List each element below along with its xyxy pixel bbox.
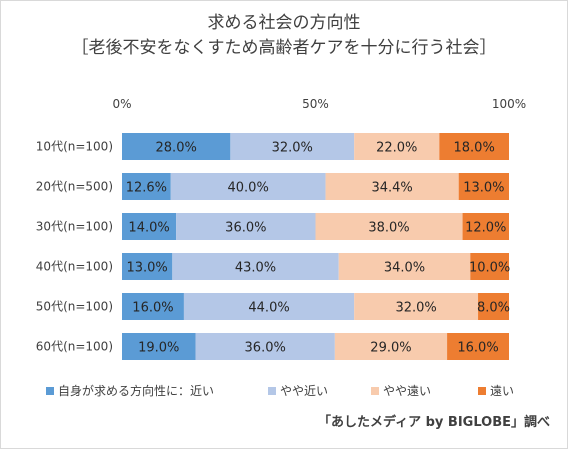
bar-segment <box>334 333 448 360</box>
chart-legend: 自身が求める方向性に：近い やや近い やや遠い 遠い <box>46 382 546 398</box>
data-label: 34.0% <box>384 261 425 276</box>
data-label: 36.0% <box>225 221 266 236</box>
bar-segment <box>122 253 173 280</box>
legend-swatch <box>46 386 54 395</box>
data-label: 28.0% <box>156 141 197 156</box>
bar-segment <box>470 253 509 280</box>
legend-item: 自身が求める方向性に：近い <box>46 382 214 399</box>
bar-segment <box>315 213 463 240</box>
data-label: 29.0% <box>370 341 411 356</box>
data-label: 38.0% <box>368 221 409 236</box>
bar-segment <box>195 333 335 360</box>
data-label: 16.0% <box>457 341 498 356</box>
category-label: 10代(n=100) <box>36 140 113 154</box>
data-label: 16.0% <box>132 301 173 316</box>
bar-segment <box>462 213 509 240</box>
source-note: 「あしたメディア by BIGLOBE」調べ <box>318 415 550 430</box>
bar-segment <box>354 293 479 320</box>
bar-segment <box>478 293 509 320</box>
category-label: 20代(n=500) <box>36 180 113 194</box>
data-label: 36.0% <box>245 341 286 356</box>
legend-item: やや遠い <box>371 382 431 399</box>
data-label: 13.0% <box>126 261 167 276</box>
bar-segment <box>458 173 509 200</box>
legend-label: 自身が求める方向性に：近い <box>58 384 215 398</box>
category-label: 30代(n=100) <box>36 220 113 234</box>
data-label: 32.0% <box>272 141 313 156</box>
bar-segment <box>170 173 326 200</box>
bar-segment <box>325 173 459 200</box>
legend-item: やや近い <box>268 382 328 399</box>
legend-swatch <box>371 386 379 395</box>
bar-segment <box>122 213 177 240</box>
category-label: 50代(n=100) <box>36 300 113 314</box>
data-label: 40.0% <box>228 181 269 196</box>
bar-segment <box>439 133 509 160</box>
data-label: 12.0% <box>465 221 506 236</box>
legend-label: 遠い <box>490 384 515 398</box>
chart-subtitle: ［老後不安をなくすため高齢者ケアを十分に行う社会］ <box>71 38 497 58</box>
legend-label: やや遠い <box>383 384 432 398</box>
legend-item: 遠い <box>478 382 514 399</box>
data-label: 32.0% <box>395 301 436 316</box>
legend-label: やや近い <box>280 384 329 398</box>
stacked-bar-chart: 0% 50% 100% 10代(n=100) 28.0% 32.0% 22.0% 18.0% 2… <box>36 97 526 360</box>
x-tick-label: 50% <box>302 97 329 111</box>
bar-segment <box>122 173 171 200</box>
bar-segment <box>122 293 184 320</box>
data-label: 22.0% <box>376 141 417 156</box>
data-label: 43.0% <box>235 261 276 276</box>
bar-segment <box>122 333 196 360</box>
bar-segment <box>172 253 339 280</box>
bar-segment <box>338 253 471 280</box>
data-label: 10.0% <box>469 261 510 276</box>
data-label: 8.0% <box>477 301 510 316</box>
chart-title: 求める社会の方向性 <box>207 13 361 33</box>
category-label: 60代(n=100) <box>36 340 113 354</box>
bar-segment <box>230 133 355 160</box>
bar-segment <box>176 213 316 240</box>
category-label: 40代(n=100) <box>36 260 113 274</box>
bar-segment <box>354 133 440 160</box>
bar-segment <box>183 293 355 320</box>
data-label: 34.4% <box>371 181 412 196</box>
x-tick-label: 100% <box>492 97 526 111</box>
x-tick-label: 0% <box>112 97 131 111</box>
data-label: 13.0% <box>463 181 504 196</box>
bar-segment <box>122 133 231 160</box>
legend-swatch <box>268 386 276 395</box>
data-label: 44.0% <box>248 301 289 316</box>
legend-swatch <box>478 386 486 395</box>
data-label: 14.0% <box>128 221 169 236</box>
data-label: 18.0% <box>454 141 495 156</box>
bar-segment <box>447 333 509 360</box>
data-label: 19.0% <box>138 341 179 356</box>
data-label: 12.6% <box>126 181 167 196</box>
